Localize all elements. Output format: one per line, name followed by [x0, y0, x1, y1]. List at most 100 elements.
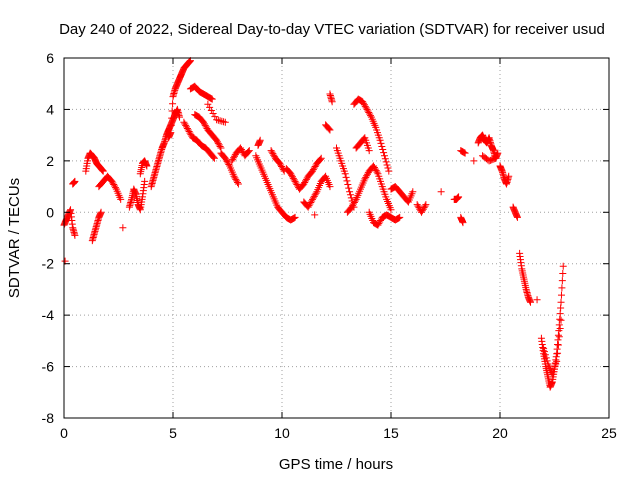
- data-point: [363, 105, 371, 113]
- data-point: [215, 141, 223, 149]
- data-point: [288, 171, 296, 179]
- data-point: [181, 120, 189, 128]
- data-point: [490, 155, 498, 163]
- data-point: [460, 149, 468, 157]
- x-tick-label: 25: [601, 425, 617, 441]
- data-point: [268, 148, 276, 156]
- data-point: [214, 139, 222, 147]
- data-point: [371, 165, 379, 173]
- data-point: [418, 208, 426, 216]
- data-point: [168, 107, 176, 115]
- data-point: [231, 174, 239, 182]
- data-point: [360, 135, 368, 143]
- data-point: [394, 214, 402, 222]
- data-point: [413, 201, 421, 209]
- data-point: [267, 147, 275, 155]
- data-point: [230, 152, 238, 160]
- data-point: [377, 217, 385, 225]
- data-point: [347, 194, 355, 202]
- data-point: [349, 202, 357, 210]
- data-point: [222, 156, 230, 164]
- data-point: [290, 214, 298, 222]
- data-point: [350, 200, 358, 208]
- data-point: [228, 157, 236, 165]
- data-point: [409, 188, 417, 196]
- data-point: [421, 202, 429, 210]
- data-point: [230, 172, 238, 180]
- data-point: [214, 116, 222, 124]
- data-point: [234, 180, 242, 188]
- data-point: [232, 175, 240, 183]
- data-point: [541, 351, 549, 359]
- data-point: [351, 197, 359, 205]
- data-point: [302, 175, 310, 183]
- x-tick-label: 0: [60, 425, 68, 441]
- data-point: [97, 208, 105, 216]
- y-tick-label: 0: [46, 204, 54, 220]
- data-point: [245, 147, 253, 155]
- data-point: [361, 102, 369, 110]
- data-point: [200, 118, 208, 126]
- data-point: [225, 160, 233, 168]
- data-point: [141, 177, 149, 185]
- data-point: [304, 203, 312, 211]
- data-point: [302, 177, 310, 185]
- data-point: [361, 175, 369, 183]
- data-point: [291, 177, 299, 185]
- data-point: [210, 153, 218, 161]
- data-point: [293, 181, 301, 189]
- data-point: [345, 184, 353, 192]
- data-point: [360, 101, 368, 109]
- axis-ticks: [63, 57, 610, 419]
- data-point: [221, 118, 229, 126]
- data-point: [505, 172, 513, 180]
- data-point: [200, 120, 208, 128]
- data-point: [558, 284, 566, 292]
- data-point: [553, 357, 561, 365]
- data-point: [343, 177, 351, 185]
- data-point: [291, 213, 299, 221]
- data-point: [557, 291, 565, 299]
- data-point: [346, 191, 354, 199]
- data-point: [328, 98, 336, 106]
- data-point: [360, 99, 368, 107]
- data-point: [71, 177, 79, 185]
- data-point: [418, 207, 426, 215]
- data-point: [218, 117, 226, 125]
- data-point: [326, 126, 334, 134]
- data-point: [379, 146, 387, 154]
- data-point: [310, 192, 318, 200]
- data-point: [382, 158, 390, 166]
- data-point: [363, 170, 371, 178]
- data-point: [167, 129, 175, 137]
- data-point: [71, 231, 79, 239]
- data-point: [167, 121, 175, 129]
- data-point: [533, 296, 541, 304]
- data-point: [187, 131, 195, 139]
- y-axis-label: SDTVAR / TECUs: [6, 178, 23, 298]
- data-point: [143, 162, 151, 170]
- data-point: [310, 164, 318, 172]
- data-point: [223, 157, 231, 165]
- data-point: [459, 148, 467, 156]
- x-tick-labels: 0 5 10 15 20 25: [60, 425, 617, 441]
- data-point: [202, 123, 210, 131]
- data-point: [213, 138, 221, 146]
- data-point: [344, 181, 352, 189]
- data-point: [559, 269, 567, 277]
- data-point: [233, 177, 241, 185]
- data-point: [216, 142, 224, 150]
- data-point: [376, 136, 384, 144]
- data-point: [556, 325, 564, 333]
- data-point: [229, 155, 237, 163]
- data-point: [207, 106, 215, 114]
- data-point: [109, 179, 117, 187]
- data-point: [204, 100, 212, 108]
- y-tick-label: 2: [46, 153, 54, 169]
- data-point: [287, 170, 295, 178]
- data-point: [396, 213, 404, 221]
- data-point: [176, 113, 184, 121]
- data-point: [385, 167, 393, 175]
- data-point: [555, 333, 563, 341]
